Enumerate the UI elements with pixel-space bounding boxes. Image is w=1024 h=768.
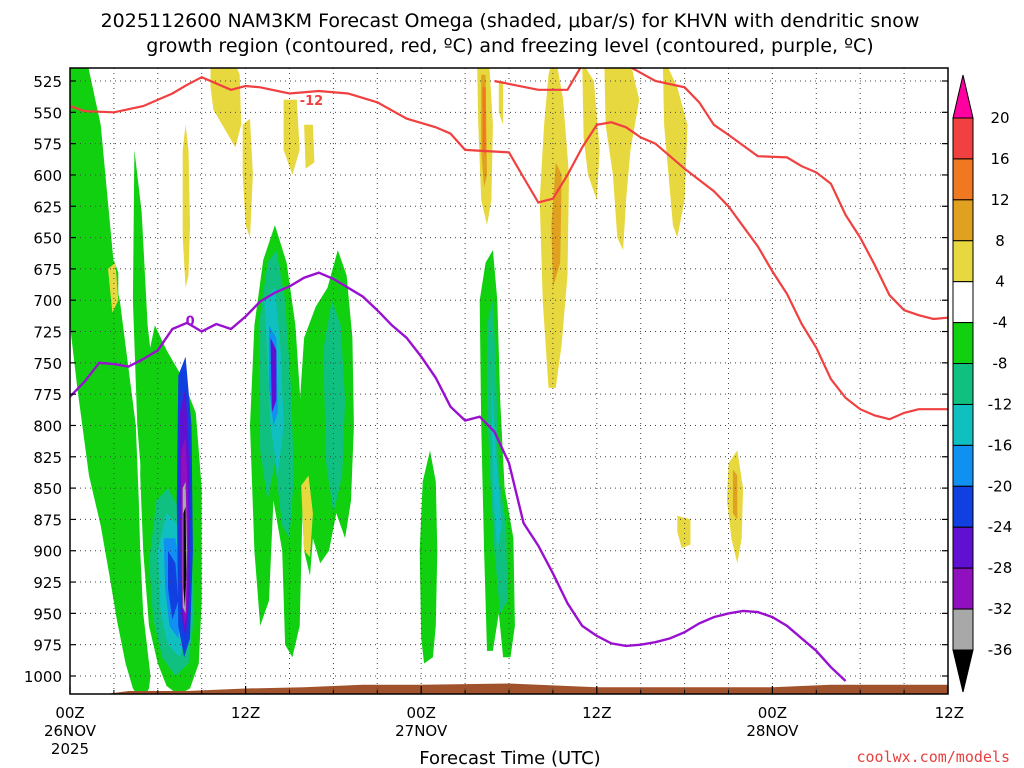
- colorbar-label: -12: [988, 395, 1013, 413]
- colorbar-box: [952, 117, 974, 160]
- colorbar-box: [952, 363, 974, 405]
- contour-labels: -12 0: [186, 94, 324, 329]
- y-tick-label: 550: [33, 104, 62, 122]
- y-tick-label: 875: [33, 511, 62, 529]
- y-tick-label: 600: [33, 167, 62, 185]
- colorbar-label: -24: [988, 518, 1013, 536]
- colorbar-label: -4: [993, 314, 1008, 332]
- y-tick-label: 625: [33, 198, 62, 216]
- freezing-level-contour: [70, 271, 847, 682]
- colorbar-box: [952, 158, 974, 201]
- colorbar-bottom-arrow: [952, 649, 974, 693]
- omega-region-10: [323, 300, 346, 514]
- omega-region-32: [498, 81, 504, 125]
- y-tick-label: 700: [33, 292, 62, 310]
- x-tick-label: 12Z: [582, 704, 611, 722]
- x-tick-label: 00Z: [407, 704, 436, 722]
- omega-region-30: [301, 475, 313, 557]
- colorbar-label: 4: [995, 273, 1005, 291]
- x-tick-label: 26NOV: [44, 722, 97, 740]
- x-tick-label: 2025: [51, 740, 89, 758]
- omega-region-35: [604, 68, 640, 251]
- x-tick-label: 12Z: [935, 704, 964, 722]
- omega-region-28: [304, 124, 315, 169]
- colorbar-label: 20: [990, 109, 1009, 127]
- freezing-contour-label: 0: [186, 314, 195, 329]
- x-tick-label: 12Z: [231, 704, 260, 722]
- omega-region-36: [662, 68, 688, 238]
- omega-region-40: [551, 162, 562, 288]
- chart-title-line2: growth region (contoured, red, ºC) and f…: [146, 35, 873, 57]
- dgz-contour-label: -12: [300, 94, 324, 109]
- omega-region-17: [168, 550, 179, 620]
- colorbar-label: -28: [988, 559, 1013, 577]
- contour-lines: [70, 68, 948, 682]
- colorbar-box: [952, 281, 974, 324]
- y-tick-label: 525: [33, 73, 62, 91]
- x-tick-label: 00Z: [758, 704, 787, 722]
- colorbar-top-arrow: [952, 74, 974, 119]
- omega-region-14: [491, 375, 502, 551]
- omega-region-19: [270, 337, 277, 413]
- x-tick-label: 00Z: [55, 704, 84, 722]
- colorbar-box: [952, 199, 974, 242]
- colorbar-box: [952, 567, 974, 610]
- omega-region-41: [732, 469, 738, 520]
- dgz-contour-lower: [70, 75, 948, 421]
- colorbar-box: [952, 608, 974, 651]
- colorbar-label: -32: [988, 600, 1013, 618]
- y-tick-label: 775: [33, 386, 62, 404]
- omega-region-27: [283, 99, 300, 175]
- colorbar-label: -8: [993, 355, 1008, 373]
- colorbar-label: 8: [995, 232, 1005, 250]
- dgz-contour-upper: [494, 68, 948, 321]
- y-tick-label: 675: [33, 261, 62, 279]
- y-tick-label: 750: [33, 355, 62, 373]
- y-tick-label: 725: [33, 324, 62, 342]
- y-tick-label: 1000: [24, 668, 62, 686]
- omega-region-25: [210, 68, 242, 148]
- y-tick-label: 800: [33, 417, 62, 435]
- colorbar-label: -20: [988, 477, 1013, 495]
- chart-title-line1: 2025112600 NAM3KM Forecast Omega (shaded…: [101, 10, 920, 32]
- omega-region-6: [419, 450, 438, 664]
- y-tick-label: 900: [33, 543, 62, 561]
- credit-link[interactable]: coolwx.com/models: [856, 748, 1010, 766]
- colorbar-label: 12: [990, 191, 1009, 209]
- y-tick-label: 975: [33, 637, 62, 655]
- omega-region-42: [482, 87, 486, 157]
- colorbar-box: [952, 403, 974, 446]
- y-axis: 525 550 575 600 625 650 675 700 725 750 775 800 825 8…: [24, 73, 948, 686]
- y-tick-label: 650: [33, 230, 62, 248]
- y-tick-label: 575: [33, 136, 62, 154]
- colorbar-box: [952, 240, 974, 283]
- y-tick-label: 850: [33, 480, 62, 498]
- omega-region-0: [70, 68, 151, 694]
- x-axis-label: Forecast Time (UTC): [419, 748, 600, 768]
- colorbar-label: 16: [990, 150, 1009, 168]
- colorbar-box: [952, 322, 974, 365]
- y-tick-label: 825: [33, 449, 62, 467]
- omega-region-38: [677, 515, 691, 549]
- colorbar-box: [952, 526, 974, 569]
- y-tick-label: 950: [33, 605, 62, 623]
- colorbar: 20 16 12 8 4 -4 -8 -12 -16 -20 -24 -28 -32 -36: [952, 74, 1013, 693]
- colorbar-box: [952, 444, 974, 487]
- omega-region-24: [182, 124, 190, 288]
- omega-shading: [70, 68, 744, 694]
- omega-region-11: [487, 300, 508, 614]
- colorbar-box: [952, 485, 974, 528]
- x-tick-label: 28NOV: [746, 722, 799, 740]
- x-tick-label: 27NOV: [395, 722, 448, 740]
- y-tick-label: 925: [33, 574, 62, 592]
- colorbar-label: -36: [988, 641, 1013, 659]
- colorbar-label: -16: [988, 436, 1013, 454]
